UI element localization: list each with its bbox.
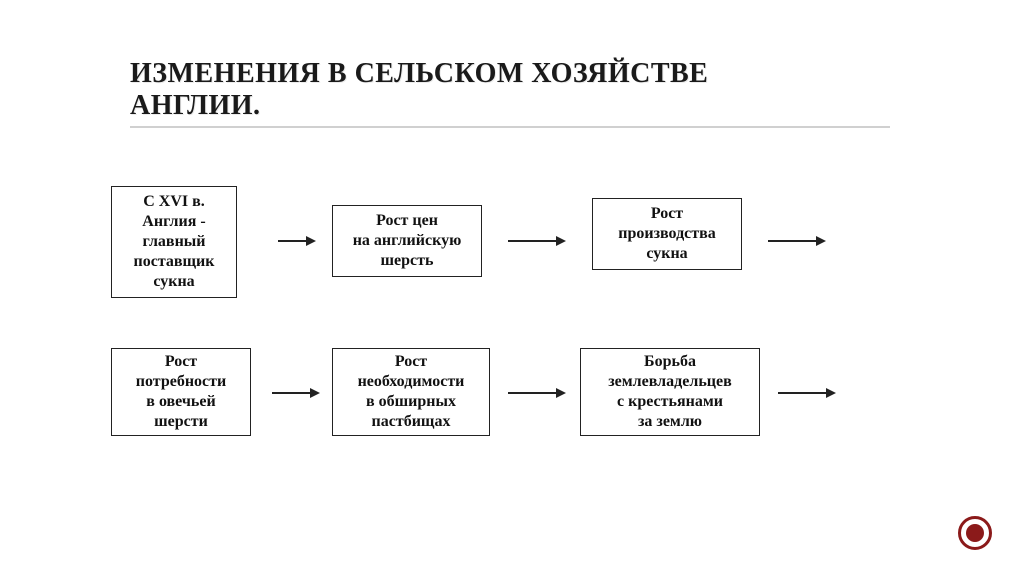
flow-arrow-1: [508, 236, 566, 246]
page-title: ИЗМЕНЕНИЯ В СЕЛЬСКОМ ХОЗЯЙСТВЕ АНГЛИИ.: [130, 58, 708, 122]
flow-arrow-0: [278, 236, 316, 246]
title-line-2: АНГЛИИ.: [130, 90, 261, 121]
flow-box-b5: Ростнеобходимостив обширныхпастбищах: [332, 348, 490, 436]
flow-box-b1: С XVI в.Англия -главныйпоставщиксукна: [111, 186, 237, 298]
flow-arrow-5: [778, 388, 836, 398]
slide-badge: [958, 516, 992, 550]
flow-box-b6: Борьбаземлевладельцевс крестьянамиза зем…: [580, 348, 760, 436]
title-underline: [130, 126, 890, 128]
flow-arrow-4: [508, 388, 566, 398]
flow-arrow-3: [272, 388, 320, 398]
flow-box-b3: Ростпроизводствасукна: [592, 198, 742, 270]
flow-box-b2: Рост ценна английскуюшерсть: [332, 205, 482, 277]
slide-badge-inner: [966, 524, 984, 542]
flow-arrow-2: [768, 236, 826, 246]
flow-box-b4: Ростпотребностив овечьейшерсти: [111, 348, 251, 436]
title-line-1: ИЗМЕНЕНИЯ В СЕЛЬСКОМ ХОЗЯЙСТВЕ: [130, 58, 708, 89]
